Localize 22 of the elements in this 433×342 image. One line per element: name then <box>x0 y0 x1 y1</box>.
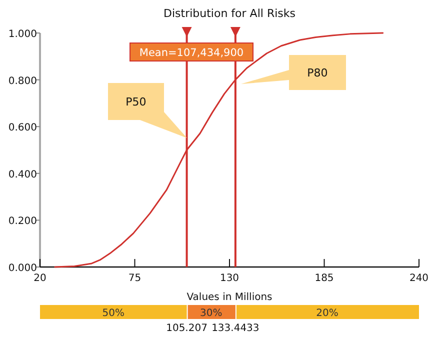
text: 105.207 <box>166 323 208 334</box>
x-tick-label: 185 <box>314 273 334 284</box>
text: 20% <box>316 308 338 319</box>
text: 50% <box>102 308 125 319</box>
annotation: P50 <box>126 96 146 108</box>
y-tick-label: 0.000 <box>8 263 37 274</box>
x-axis-title: Values in Millions <box>186 292 272 303</box>
y-tick-label: 0.800 <box>8 76 37 87</box>
y-tick-label: 0.400 <box>8 169 37 180</box>
line-series <box>54 32 384 268</box>
x-tick-label: 75 <box>128 273 142 284</box>
x-tick-label: 20 <box>34 273 46 284</box>
text: 133.4433 <box>212 323 260 334</box>
text: 30% <box>200 308 222 319</box>
y-tick-label: 0.600 <box>8 122 37 134</box>
y-tick-label: 1.000 <box>8 29 37 40</box>
x-tick-label: 240 <box>409 273 429 284</box>
annotation: P80 <box>307 66 328 80</box>
y-tick-label: 0.200 <box>8 216 37 228</box>
x-tick-label: 130 <box>220 273 240 284</box>
annotation: Mean=107,434,900 <box>139 47 244 59</box>
chart-title: Distribution for All Risks <box>164 7 296 20</box>
